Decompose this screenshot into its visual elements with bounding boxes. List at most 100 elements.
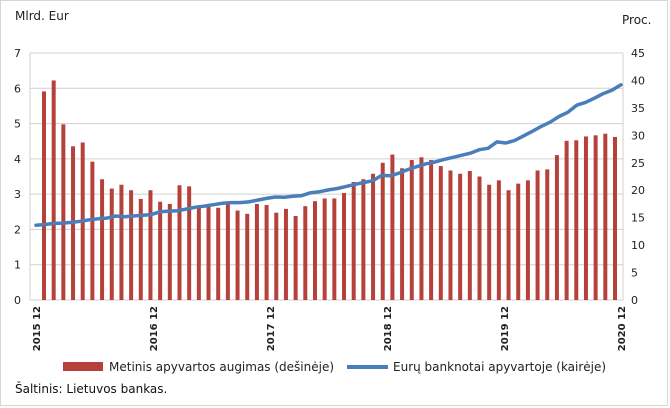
- bar: [167, 203, 172, 300]
- bar: [467, 171, 472, 300]
- bar: [516, 183, 521, 300]
- bar: [574, 140, 579, 300]
- right-tick-label: 35: [631, 102, 645, 115]
- right-tick-label: 40: [631, 74, 645, 87]
- legend-label-line: Eurų banknotai apyvartoje (kairėje): [393, 360, 606, 374]
- right-tick-label: 0: [631, 294, 638, 307]
- bar: [506, 190, 511, 300]
- bar: [593, 135, 598, 300]
- bar: [274, 212, 279, 300]
- bar: [61, 124, 66, 300]
- bar: [119, 184, 124, 300]
- bar: [603, 133, 608, 300]
- bar: [419, 157, 424, 300]
- bar: [206, 205, 211, 300]
- bar: [545, 169, 550, 300]
- right-tick-label: 45: [631, 47, 645, 60]
- bar: [409, 160, 414, 300]
- x-tick-label: 2020 12: [617, 306, 628, 351]
- bar: [51, 80, 56, 300]
- left-tick-label: 1: [14, 259, 21, 272]
- left-axis-ticks: 0 1 2 3 4 5 6 7: [14, 47, 21, 307]
- left-tick-label: 7: [14, 47, 21, 60]
- bar: [583, 136, 588, 300]
- bar: [225, 203, 230, 300]
- right-tick-label: 5: [631, 267, 638, 280]
- bar: [351, 181, 356, 300]
- bar: [90, 161, 95, 300]
- x-tick-label: 2019 12: [500, 306, 511, 351]
- legend-swatch-bars: [63, 362, 103, 371]
- banknotes-line: [34, 83, 623, 227]
- left-tick-label: 6: [14, 82, 21, 95]
- left-tick-label: 0: [14, 294, 21, 307]
- legend: Metinis apyvartos augimas (dešinėje) Eur…: [63, 360, 606, 374]
- bar: [429, 160, 434, 300]
- bar: [361, 179, 366, 300]
- bar: [254, 203, 259, 300]
- bar: [342, 192, 347, 300]
- gridlines: [29, 52, 624, 301]
- bar: [148, 190, 153, 300]
- bar: [196, 206, 201, 300]
- bar: [525, 180, 530, 300]
- bar: [129, 190, 134, 300]
- bar: [564, 140, 569, 300]
- x-tick-label-group: 2020 12: [617, 306, 628, 351]
- right-tick-label: 20: [631, 184, 645, 197]
- left-axis-unit: Mlrd. Eur: [15, 9, 69, 23]
- bar: [42, 91, 46, 300]
- bar: [158, 201, 163, 300]
- x-tick-label-group: 2018 12: [383, 306, 394, 351]
- bar: [109, 188, 114, 300]
- x-tick-label-group: 2017 12: [266, 306, 277, 351]
- right-axis-unit: Proc.: [622, 13, 651, 27]
- bar: [264, 205, 269, 300]
- bar: [303, 206, 308, 300]
- bar: [332, 198, 337, 300]
- bar: [245, 213, 250, 300]
- bar: [458, 173, 463, 300]
- bar: [487, 184, 492, 300]
- left-tick-label: 4: [14, 153, 21, 166]
- bar: [448, 170, 453, 300]
- bar: [554, 155, 559, 300]
- x-tick-label: 2016 12: [149, 306, 160, 351]
- bar: [400, 168, 405, 300]
- source-note: Šaltinis: Lietuvos bankas.: [15, 381, 167, 396]
- x-tick-label-group: 2019 12: [500, 306, 511, 351]
- bar: [380, 162, 385, 300]
- right-tick-label: 15: [631, 212, 645, 225]
- bar: [390, 154, 395, 300]
- bar: [235, 210, 240, 300]
- left-tick-label: 2: [14, 223, 21, 236]
- bar: [216, 207, 221, 300]
- bar: [312, 201, 317, 300]
- bar: [293, 216, 298, 300]
- bar: [535, 170, 540, 300]
- bar: [138, 199, 143, 300]
- x-tick-label-group: 2015 12: [32, 306, 43, 351]
- x-tick-label: 2018 12: [383, 306, 394, 351]
- bar: [187, 186, 192, 300]
- left-tick-label: 3: [14, 188, 21, 201]
- bar: [496, 180, 501, 300]
- bar: [177, 185, 182, 300]
- bar: [477, 176, 482, 300]
- line-series: [34, 83, 623, 227]
- bar: [322, 198, 327, 300]
- bar: [283, 208, 288, 300]
- right-tick-label: 10: [631, 239, 645, 252]
- x-tick-label-group: 2016 12: [149, 306, 160, 351]
- bar: [438, 166, 443, 300]
- x-axis-ticks: 2015 12 2016 12 2017 12 2018 12 2019 12 2020 …: [32, 306, 628, 351]
- bar: [100, 179, 105, 300]
- bar: [613, 136, 617, 300]
- legend-label-bars: Metinis apyvartos augimas (dešinėje): [109, 360, 334, 374]
- bar: [371, 173, 376, 300]
- left-tick-label: 5: [14, 118, 21, 131]
- right-axis-ticks: 0 5 10 15 20 25 30 35 40 45: [631, 47, 645, 307]
- right-tick-label: 25: [631, 157, 645, 170]
